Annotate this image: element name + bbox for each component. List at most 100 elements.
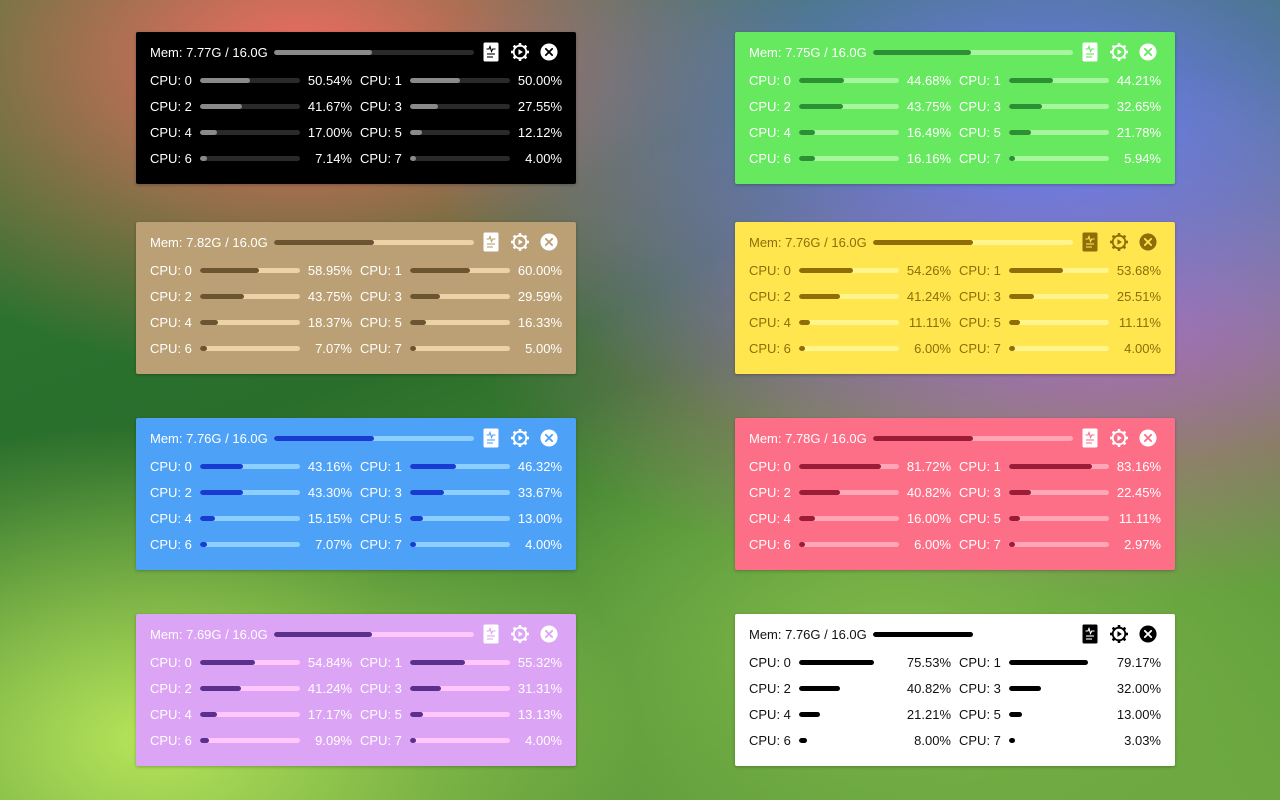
memory-label: Mem: 7.69G / 16.0G — [150, 626, 268, 642]
cpu-usage-bar — [200, 345, 300, 351]
document-chart-icon[interactable] — [1081, 232, 1099, 252]
cpu-usage-percent: 41.67% — [307, 98, 352, 114]
memory-usage-fill — [872, 435, 973, 441]
cpu-core-row: CPU: 2 41.67% — [150, 93, 352, 119]
cpu-usage-percent: 50.54% — [307, 72, 352, 88]
cpu-usage-fill — [200, 489, 244, 495]
cpu-grid: CPU: 0 50.54% CPU: 1 50.00% CPU: 2 41.67% CPU:… — [150, 67, 562, 171]
cpu-usage-bar — [200, 267, 300, 273]
cpu-monitor-widget-white: Mem: 7.76G / 16.0G CPU: 0 75.53% CPU: 1 79.1… — [735, 614, 1175, 766]
cpu-core-row: CPU: 7 4.00% — [959, 335, 1161, 361]
document-chart-icon[interactable] — [1081, 42, 1099, 62]
cpu-core-row: CPU: 7 2.97% — [959, 531, 1161, 557]
cpu-core-row: CPU: 2 43.30% — [150, 479, 352, 505]
gear-icon[interactable] — [1110, 42, 1128, 62]
document-chart-icon[interactable] — [1081, 428, 1099, 448]
cpu-grid: CPU: 0 58.95% CPU: 1 60.00% CPU: 2 43.75% CPU:… — [150, 257, 562, 361]
cpu-usage-bar — [200, 515, 300, 521]
cpu-monitor-widget-pink: Mem: 7.78G / 16.0G CPU: 0 81.72% CPU: 1 83.1… — [735, 418, 1175, 570]
gear-icon[interactable] — [511, 232, 529, 252]
cpu-core-label: CPU: 3 — [959, 288, 1001, 304]
cpu-usage-bar — [1009, 345, 1109, 351]
cpu-core-row: CPU: 4 15.15% — [150, 505, 352, 531]
close-icon[interactable] — [1139, 232, 1157, 252]
memory-usage-fill — [273, 631, 372, 637]
cpu-core-label: CPU: 6 — [150, 536, 192, 552]
widget-toolbar — [1081, 624, 1161, 644]
cpu-core-label: CPU: 2 — [749, 484, 791, 500]
cpu-usage-percent: 58.95% — [307, 262, 352, 278]
cpu-usage-fill — [200, 463, 244, 469]
cpu-usage-fill — [1009, 463, 1093, 469]
memory-label: Mem: 7.82G / 16.0G — [150, 234, 268, 250]
document-chart-icon[interactable] — [482, 624, 500, 644]
document-chart-icon[interactable] — [482, 42, 500, 62]
cpu-core-row: CPU: 7 4.00% — [360, 727, 562, 753]
gear-icon[interactable] — [1110, 428, 1128, 448]
close-icon[interactable] — [540, 42, 558, 62]
cpu-usage-percent: 8.00% — [914, 732, 951, 748]
memory-usage-bar — [273, 239, 474, 245]
document-chart-icon[interactable] — [482, 428, 500, 448]
cpu-usage-percent: 11.11% — [908, 314, 951, 330]
document-chart-icon[interactable] — [482, 232, 500, 252]
gear-icon[interactable] — [511, 42, 529, 62]
cpu-usage-bar — [799, 129, 899, 135]
cpu-core-row: CPU: 5 21.78% — [959, 119, 1161, 145]
cpu-usage-percent: 44.21% — [1116, 72, 1161, 88]
document-chart-icon[interactable] — [1081, 624, 1099, 644]
cpu-usage-bar — [200, 319, 300, 325]
cpu-usage-percent: 44.68% — [906, 72, 951, 88]
cpu-core-row: CPU: 3 31.31% — [360, 675, 562, 701]
cpu-usage-bar — [799, 489, 899, 495]
close-icon[interactable] — [540, 428, 558, 448]
cpu-grid: CPU: 0 54.84% CPU: 1 55.32% CPU: 2 41.24% CPU:… — [150, 649, 562, 753]
cpu-usage-percent: 43.75% — [906, 98, 951, 114]
cpu-usage-percent: 43.30% — [307, 484, 352, 500]
cpu-core-row: CPU: 0 75.53% — [749, 649, 951, 675]
cpu-core-row: CPU: 4 16.00% — [749, 505, 951, 531]
gear-icon[interactable] — [1110, 624, 1128, 644]
close-icon[interactable] — [1139, 428, 1157, 448]
cpu-usage-fill — [1009, 489, 1032, 495]
memory-usage-fill — [273, 239, 374, 245]
cpu-core-row: CPU: 2 41.24% — [749, 283, 951, 309]
cpu-usage-percent: 22.45% — [1116, 484, 1161, 500]
cpu-core-row: CPU: 1 79.17% — [959, 649, 1161, 675]
gear-icon[interactable] — [511, 428, 529, 448]
close-icon[interactable] — [1139, 624, 1157, 644]
cpu-usage-fill — [799, 711, 821, 717]
memory-row: Mem: 7.82G / 16.0G — [150, 231, 562, 253]
gear-icon[interactable] — [1110, 232, 1128, 252]
cpu-usage-fill — [1009, 659, 1089, 665]
cpu-grid: CPU: 0 75.53% CPU: 1 79.17% CPU: 2 40.82% CPU:… — [749, 649, 1161, 753]
cpu-core-label: CPU: 1 — [959, 654, 1001, 670]
cpu-core-row: CPU: 1 83.16% — [959, 453, 1161, 479]
cpu-usage-bar — [1009, 319, 1109, 325]
cpu-usage-percent: 32.65% — [1116, 98, 1161, 114]
cpu-core-label: CPU: 6 — [749, 340, 791, 356]
cpu-core-row: CPU: 3 22.45% — [959, 479, 1161, 505]
cpu-usage-percent: 27.55% — [517, 98, 562, 114]
cpu-usage-fill — [200, 155, 208, 161]
cpu-usage-percent: 83.16% — [1116, 458, 1161, 474]
cpu-usage-fill — [200, 685, 242, 691]
cpu-core-row: CPU: 5 13.13% — [360, 701, 562, 727]
close-icon[interactable] — [540, 232, 558, 252]
close-icon[interactable] — [540, 624, 558, 644]
cpu-usage-bar — [799, 541, 899, 547]
cpu-usage-percent: 54.26% — [906, 262, 951, 278]
cpu-core-row: CPU: 6 6.00% — [749, 335, 951, 361]
gear-icon[interactable] — [511, 624, 529, 644]
cpu-usage-percent: 40.82% — [906, 484, 951, 500]
cpu-usage-bar — [410, 155, 510, 161]
close-icon[interactable] — [1139, 42, 1157, 62]
cpu-monitor-widget-green: Mem: 7.75G / 16.0G CPU: 0 44.68% CPU: 1 44.2… — [735, 32, 1175, 184]
cpu-core-row: CPU: 6 7.14% — [150, 145, 352, 171]
cpu-core-label: CPU: 7 — [360, 536, 402, 552]
cpu-usage-fill — [1009, 319, 1021, 325]
cpu-core-label: CPU: 2 — [150, 288, 192, 304]
cpu-core-row: CPU: 7 3.03% — [959, 727, 1161, 753]
widget-toolbar — [482, 42, 562, 62]
cpu-usage-fill — [200, 77, 251, 83]
